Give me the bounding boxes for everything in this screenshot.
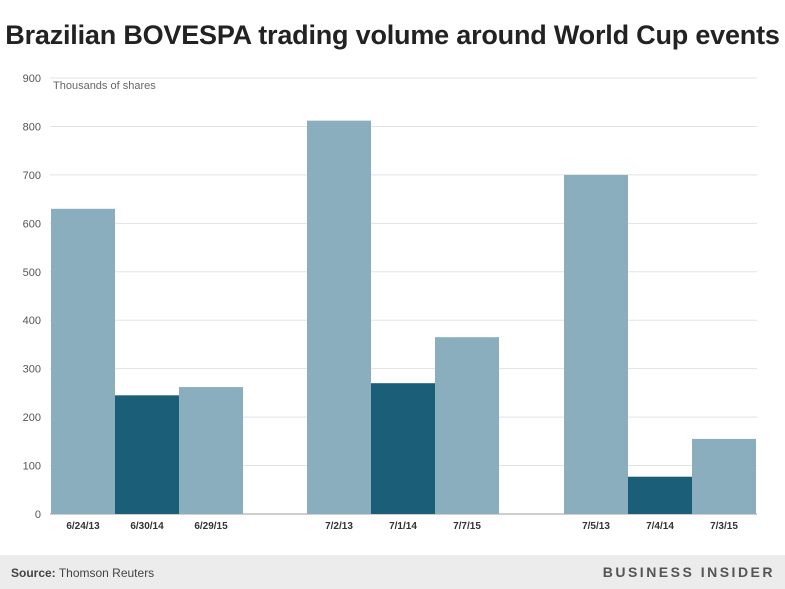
bar — [564, 174, 628, 514]
labels-layer: 0 100 200 300 400 500 600 700 800 900 Thousands of… — [23, 73, 739, 532]
y-tick-label: 0 — [35, 509, 41, 521]
y-unit-label: Thousands of shares — [53, 80, 156, 92]
y-tick-label: 300 — [23, 364, 41, 376]
bar — [307, 120, 371, 515]
y-tick-label: 200 — [23, 412, 41, 424]
bar — [115, 395, 179, 514]
bar — [628, 476, 692, 514]
bars-layer — [51, 120, 756, 515]
x-tick-label: 6/29/15 — [194, 521, 228, 532]
source-text: Thomson Reuters — [58, 566, 155, 580]
y-tick-label: 700 — [23, 170, 41, 182]
x-tick-label: 7/5/13 — [582, 521, 610, 532]
chart-title: Brazilian BOVESPA trading volume around … — [5, 20, 780, 50]
x-tick-label: 7/1/14 — [389, 521, 417, 532]
y-tick-label: 500 — [23, 267, 41, 279]
x-tick-label: 7/3/15 — [710, 521, 738, 532]
bar-chart: 0 100 200 300 400 500 600 700 800 900 Thousands of… — [23, 73, 757, 532]
bar — [692, 438, 756, 514]
y-tick-label: 100 — [23, 461, 41, 473]
x-tick-label: 7/2/13 — [325, 521, 353, 532]
x-tick-label: 6/30/14 — [130, 521, 164, 532]
bar — [371, 383, 435, 514]
y-tick-label: 400 — [23, 315, 41, 327]
source-note: Source: Thomson Reuters — [11, 566, 154, 580]
footer: Source: Thomson Reuters BUSINESS INSIDER — [0, 555, 785, 589]
bar — [51, 208, 115, 515]
source-label: Source: — [11, 566, 56, 580]
bar — [179, 387, 243, 514]
y-tick-label: 600 — [23, 218, 41, 230]
x-tick-label: 6/24/13 — [66, 521, 100, 532]
y-tick-label: 800 — [23, 121, 41, 133]
bar — [435, 337, 499, 514]
brand-logo: BUSINESS INSIDER — [602, 564, 775, 580]
y-tick-label: 900 — [23, 73, 41, 85]
x-tick-label: 7/4/14 — [646, 521, 674, 532]
x-tick-label: 7/7/15 — [453, 521, 481, 532]
